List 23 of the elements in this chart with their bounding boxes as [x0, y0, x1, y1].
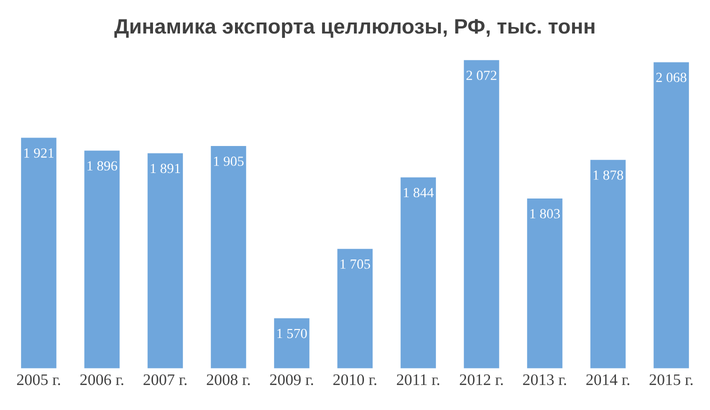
data-label: 1 891: [150, 164, 180, 174]
x-tick-label: 2011 г.: [396, 374, 440, 386]
x-tick-label: 2012 г.: [460, 374, 503, 386]
data-label: 1 921: [24, 148, 54, 158]
x-tick-label: 2007 г.: [144, 374, 187, 386]
chart-title: Динамика экспорта целлюлозы, РФ, тыс. тонн: [114, 19, 594, 38]
data-label: 1 905: [214, 156, 244, 166]
data-label: 1 844: [404, 188, 434, 198]
data-label: 2 072: [466, 70, 496, 80]
data-label: 1 570: [277, 328, 307, 338]
data-label: 1 803: [530, 209, 560, 218]
data-label: 1 878: [594, 170, 624, 180]
x-tick-label: 2005 г.: [17, 374, 60, 386]
x-tick-label: 2010 г.: [333, 374, 376, 386]
data-label: 2 068: [656, 72, 686, 82]
x-tick-label: 2009 г.: [270, 374, 314, 386]
x-tick-label: 2013 г.: [523, 374, 566, 386]
data-label: 1 705: [340, 259, 370, 269]
data-label: 1 896: [88, 161, 118, 171]
x-tick-label: 2008 г.: [206, 374, 250, 386]
x-tick-label: 2015 г.: [650, 374, 693, 386]
x-tick-label: 2014 г.: [586, 374, 630, 386]
x-tick-label: 2006 г.: [80, 374, 124, 386]
